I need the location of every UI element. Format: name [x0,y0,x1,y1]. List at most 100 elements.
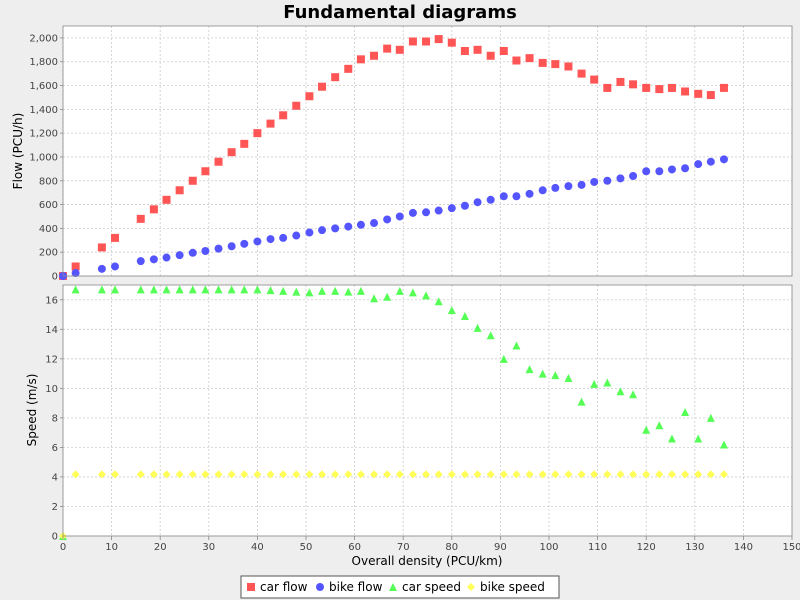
bike-speed-point [370,470,379,479]
car-flow-point [422,37,431,46]
car-speed-point [136,285,145,294]
car-flow-point [201,167,210,176]
bike-speed-point [590,470,599,479]
car-flow-point [590,75,599,84]
bike-speed-point [551,470,560,479]
bike-speed-point [499,470,508,479]
bike-flow-point [642,167,651,176]
car-speed-point [525,365,534,374]
car-speed-point [447,306,456,315]
bike-flow-point [71,269,80,278]
car-speed-point [551,371,560,380]
bike-flow-point [719,155,728,164]
y-tick-label: 0 [52,272,58,283]
bike-flow-point [447,204,456,213]
bike-flow-point [603,176,612,185]
y-tick-label: 1,000 [29,152,58,163]
car-flow-point [370,51,379,60]
car-speed-point [383,292,392,301]
bike-flow-point [706,157,715,166]
bike-speed-point [616,470,625,479]
bike-flow-point [694,160,703,169]
bike-flow-point [525,189,534,198]
x-tick-label: 70 [397,542,410,553]
bike-flow-point [111,262,120,271]
y-tick-label: 14 [45,325,58,336]
bike-flow-point [266,235,275,244]
bike-speed-point [240,470,249,479]
x-tick-label: 10 [105,542,118,553]
car-speed-point [564,374,573,383]
y-tick-label: 6 [52,443,58,454]
x-tick-label: 130 [685,542,704,553]
car-speed-point [175,285,184,294]
bike-flow-point [460,201,469,210]
bike-speed-point [408,470,417,479]
car-speed-point [590,379,599,388]
car-speed-point [227,285,236,294]
bike-speed-point [577,470,586,479]
bike-speed-point [422,470,431,479]
flow-plot-area [63,26,792,276]
flow-plot-border [62,25,793,277]
bike-speed-point [292,470,301,479]
bike-speed-point [395,470,404,479]
x-tick-label: 150 [782,542,800,553]
car-flow-point [395,45,404,54]
car-flow-point [318,82,327,91]
car-speed-point [214,285,223,294]
bike-speed-point [694,470,703,479]
legend-car-speed-marker [389,583,397,591]
bike-flow-point [331,224,340,233]
car-speed-point [434,297,443,306]
bike-speed-point [642,470,651,479]
car-speed-point [681,407,690,416]
bike-speed-point [564,470,573,479]
bike-speed-point [486,470,495,479]
car-flow-point [486,51,495,60]
flow-axis-label: Flow (PCU/h) [11,113,25,190]
car-flow-point [188,176,197,185]
car-flow-point [551,60,560,69]
bike-speed-point [214,470,223,479]
car-flow-point [719,83,728,92]
car-flow-point [629,80,638,89]
car-flow-point [149,205,158,214]
x-ticks: 0 10 20 30 40 50 60 70 80 90 100 110 120 130 140 150 [60,536,800,553]
bike-flow-point [473,198,482,207]
bike-flow-point [551,183,560,192]
bike-speed-point [383,470,392,479]
x-tick-label: 100 [539,542,558,553]
bike-flow-point [318,226,327,235]
car-flow-point [97,243,106,252]
car-speed-point [188,285,197,294]
legend-car-speed-label: car speed [402,580,461,594]
bike-flow-point [538,186,547,195]
car-speed-point [395,286,404,295]
car-flow-point [253,129,262,138]
bike-flow-point [499,192,508,201]
bike-speed-point [681,470,690,479]
legend-bike-flow-label: bike flow [329,580,383,594]
x-tick-label: 60 [348,542,361,553]
x-tick-label: 140 [734,542,753,553]
bike-speed-point [149,470,158,479]
car-flow-point [473,45,482,54]
x-tick-label: 30 [202,542,215,553]
bike-speed-point [356,470,365,479]
car-flow-point [525,54,534,63]
speed-y-ticks: 0 2 4 6 8 10 12 14 16 [45,295,63,543]
x-tick-label: 0 [60,542,66,553]
car-speed-point [706,413,715,422]
car-flow-point [642,83,651,92]
car-flow-point [538,58,547,67]
bike-speed-point [525,470,534,479]
car-flow-point [564,62,573,71]
speed-panel: 0 2 4 6 8 10 12 14 16 Speed (m/s) [25,284,793,543]
legend-car-flow-label: car flow [260,580,308,594]
car-speed-point [292,287,301,296]
car-flow-point [383,44,392,53]
bike-speed-point [331,470,340,479]
car-flow-point [603,83,612,92]
